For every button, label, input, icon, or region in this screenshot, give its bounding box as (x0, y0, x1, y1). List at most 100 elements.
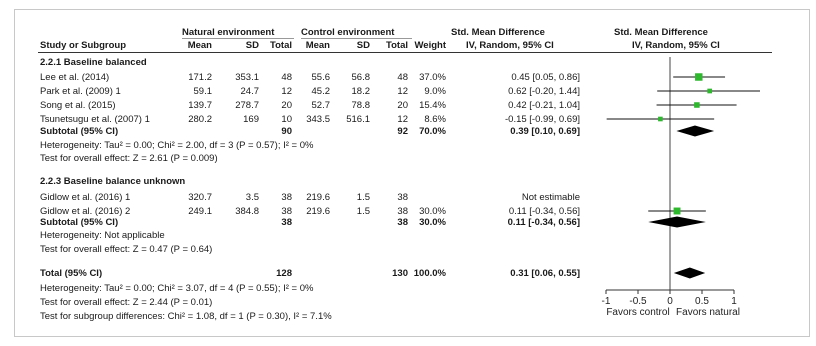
col-mean-natural: Mean (187, 40, 212, 51)
effect-ci: 0.45 [0.05, 0.86] (511, 72, 580, 83)
sd-natural: 169 (243, 114, 259, 125)
sd-control: 516.1 (346, 114, 370, 125)
study-marker (673, 207, 681, 215)
sd-natural: 353.1 (235, 72, 259, 83)
total-natural: 38 (281, 206, 292, 217)
subtotal-weight: 30.0% (419, 217, 446, 228)
mean-control: 45.2 (311, 86, 331, 97)
sd-control: 1.5 (356, 206, 370, 217)
mean-control: 219.6 (306, 192, 330, 203)
sd-control: 78.8 (351, 100, 371, 111)
mean-natural: 280.2 (188, 114, 212, 125)
header-natural-underline (182, 38, 294, 39)
total-control: 38 (397, 192, 408, 203)
overall-effect-text: Test for overall effect: Z = 2.61 (P = 0… (40, 153, 218, 164)
x-tick-label: 0.5 (695, 296, 709, 307)
study-name: Tsunetsugu et al. (2007) 1 (40, 114, 150, 125)
col-mean-control: Mean (305, 40, 330, 51)
mean-control: 219.6 (306, 206, 330, 217)
subgroup-difference-text: Test for subgroup differences: Chi² = 1.… (40, 311, 332, 322)
subtotal-ci: 0.11 [-0.34, 0.56] (507, 217, 580, 228)
effect-ci: 0.42 [-0.21, 1.04] (508, 100, 580, 111)
total-control: 20 (397, 100, 408, 111)
col-weight: Weight (414, 40, 447, 51)
study-marker (694, 102, 700, 108)
overall-effect-text: Test for overall effect: Z = 2.44 (P = 0… (40, 297, 213, 308)
x-tick-label: 0 (667, 296, 673, 307)
header-effect-left: Std. Mean Difference (451, 27, 545, 38)
header-control-group: Control environment (301, 27, 395, 38)
effect-ci: 0.62 [-0.20, 1.44] (508, 86, 580, 97)
total-natural: 48 (281, 72, 292, 83)
col-method-left: IV, Random, 95% CI (466, 40, 554, 51)
mean-control: 55.6 (311, 72, 331, 83)
x-tick-label: -1 (602, 296, 611, 307)
subtotal-label: Subtotal (95% CI) (40, 217, 119, 228)
study-name: Gidlow et al. (2016) 2 (40, 206, 131, 217)
col-sd-control: SD (356, 40, 370, 51)
subtotal-total-natural: 90 (281, 126, 292, 137)
subgroup-title: 2.2.1 Baseline balanced (40, 57, 147, 68)
total-weight: 100.0% (413, 268, 446, 279)
total-control: 12 (397, 114, 408, 125)
summary-diamond (648, 216, 706, 228)
summary-diamond (673, 267, 706, 279)
favors-natural-label: Favors natural (676, 307, 740, 318)
sd-control: 56.8 (351, 72, 371, 83)
subtotal-total-control: 92 (397, 126, 408, 137)
mean-control: 343.5 (306, 114, 330, 125)
heterogeneity-text: Heterogeneity: Tau² = 0.00; Chi² = 2.00,… (40, 140, 314, 151)
effect-ci: -0.15 [-0.99, 0.69] (505, 114, 580, 125)
sd-control: 1.5 (356, 192, 370, 203)
study-name: Gidlow et al. (2016) 1 (40, 192, 131, 203)
weight: 30.0% (419, 206, 446, 217)
mean-natural: 59.1 (193, 86, 213, 97)
effect-ci: Not estimable (521, 192, 580, 203)
effect-ci: 0.11 [-0.34, 0.56] (508, 206, 580, 217)
overall-effect-text: Test for overall effect: Z = 0.47 (P = 0… (40, 244, 213, 255)
col-study: Study or Subgroup (40, 40, 127, 51)
total-control: 38 (397, 206, 408, 217)
weight: 37.0% (419, 72, 446, 83)
x-tick-label: 1 (731, 296, 737, 307)
mean-natural: 171.2 (188, 72, 212, 83)
total-ci: 0.31 [0.06, 0.55] (510, 268, 580, 279)
sd-natural: 384.8 (235, 206, 259, 217)
sd-control: 18.2 (351, 86, 371, 97)
col-method-right: IV, Random, 95% CI (632, 40, 720, 51)
col-sd-natural: SD (245, 40, 259, 51)
header-rule (38, 52, 772, 53)
subtotal-total-control: 38 (397, 217, 408, 228)
weight: 9.0% (424, 86, 446, 97)
sd-natural: 24.7 (240, 86, 260, 97)
subtotal-weight: 70.0% (419, 126, 446, 137)
col-total-natural: Total (270, 40, 292, 51)
mean-natural: 320.7 (188, 192, 212, 203)
total-control: 12 (397, 86, 408, 97)
total-control: 48 (397, 72, 408, 83)
total-label: Total (95% CI) (40, 268, 103, 279)
heterogeneity-text: Heterogeneity: Tau² = 0.00; Chi² = 3.07,… (40, 283, 314, 294)
total-natural: 10 (281, 114, 292, 125)
header-control-underline (301, 38, 412, 39)
subtotal-label: Subtotal (95% CI) (40, 126, 119, 137)
total-natural: 128 (276, 268, 292, 279)
mean-natural: 139.7 (188, 100, 212, 111)
heterogeneity-text: Heterogeneity: Not applicable (40, 230, 165, 241)
total-control: 130 (392, 268, 408, 279)
study-marker (707, 88, 713, 94)
header-natural-group: Natural environment (182, 27, 275, 38)
weight: 15.4% (419, 100, 446, 111)
total-natural: 38 (281, 192, 292, 203)
subgroup-title: 2.2.3 Baseline balance unknown (40, 176, 186, 187)
total-natural: 20 (281, 100, 292, 111)
subtotal-total-natural: 38 (281, 217, 292, 228)
col-total-control: Total (386, 40, 408, 51)
sd-natural: 278.7 (235, 100, 259, 111)
x-tick-label: -0.5 (629, 296, 647, 307)
subtotal-ci: 0.39 [0.10, 0.69] (510, 126, 580, 137)
study-name: Song et al. (2015) (40, 100, 116, 111)
figure-frame (14, 9, 810, 337)
header-effect-right: Std. Mean Difference (614, 27, 708, 38)
